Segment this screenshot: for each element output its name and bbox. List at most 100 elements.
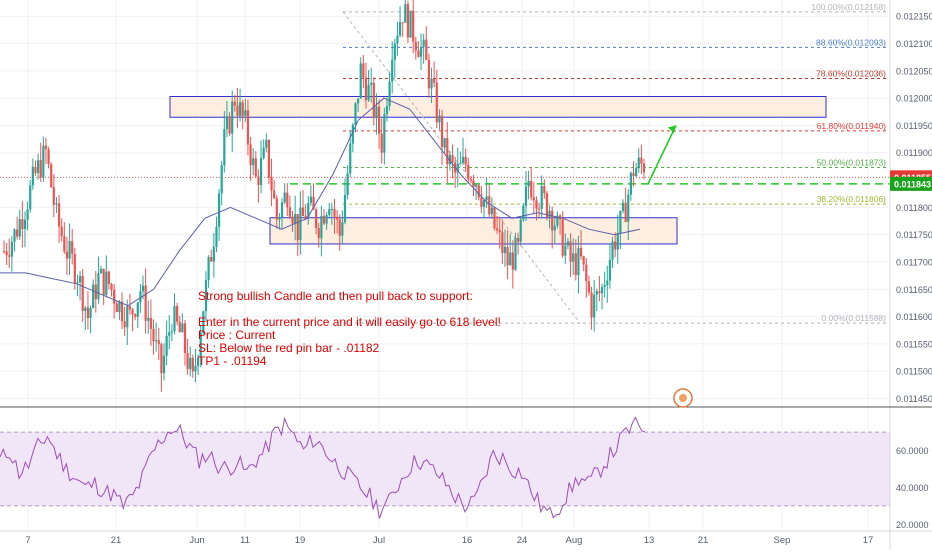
candle-body — [448, 155, 452, 165]
annotation-line: Enter in the current price and it will e… — [198, 315, 501, 329]
annotation-line: TP1 - .01194 — [198, 354, 267, 368]
zones-layer — [169, 95, 827, 245]
candle-body — [317, 228, 320, 239]
osc-y-tick-label: 40.0000 — [896, 483, 929, 493]
candle-body — [52, 187, 55, 205]
candle-body — [283, 192, 286, 203]
x-tick-label: 7 — [25, 535, 30, 546]
resistance-zone — [169, 95, 827, 118]
candle-body — [553, 225, 556, 231]
candle-body — [406, 4, 410, 38]
candle-body — [65, 251, 69, 259]
candle-body — [160, 344, 163, 374]
y-tick-label: 0.012050 — [896, 66, 932, 76]
y-tick-label: 0.011550 — [896, 339, 932, 349]
candle-body — [577, 247, 580, 276]
candle-body — [459, 163, 462, 165]
candle-body — [511, 252, 514, 270]
candle-body — [383, 114, 386, 153]
candle-body — [346, 173, 349, 196]
candle-body — [506, 246, 509, 266]
candle-body — [134, 314, 137, 317]
candle-body — [480, 197, 483, 207]
candle-body — [333, 208, 336, 217]
candle-body — [23, 219, 27, 229]
candle-body — [26, 209, 29, 220]
candle-body — [39, 160, 42, 178]
candle-body — [354, 103, 357, 125]
candle-body — [595, 291, 598, 295]
candle-body — [299, 207, 302, 241]
candle-body — [262, 147, 265, 159]
candle-body — [44, 145, 48, 150]
candle-body — [136, 302, 139, 317]
candle-body — [606, 280, 609, 286]
x-tick-label: 19 — [295, 535, 306, 546]
candle-body — [430, 78, 433, 89]
candle-body — [217, 193, 221, 227]
candle-body — [548, 210, 551, 217]
candle-body — [105, 271, 108, 295]
candle-body — [328, 209, 331, 215]
candle-body — [338, 219, 341, 236]
candle-body — [312, 196, 315, 210]
x-tick-label: Jun — [189, 535, 204, 546]
candle-body — [280, 202, 284, 218]
candle-body — [619, 210, 622, 233]
candle-body — [391, 59, 394, 82]
candle-body — [585, 264, 588, 282]
candle-body — [380, 133, 383, 153]
annotation-line: SL: Below the red pin bar - .01182 — [198, 341, 380, 355]
candle-body — [165, 335, 168, 356]
candle-body — [472, 180, 475, 187]
candle-body — [427, 59, 431, 89]
x-tick-label: 16 — [462, 535, 473, 546]
candle-body — [270, 177, 273, 191]
candle-body — [572, 253, 575, 262]
candle-body — [627, 194, 630, 222]
candle-body — [71, 241, 74, 254]
candle-body — [76, 282, 79, 284]
candle-body — [372, 82, 375, 118]
candle-body — [629, 173, 632, 195]
candle-body — [417, 50, 420, 57]
candle-body — [223, 129, 226, 166]
candle-body — [351, 124, 354, 144]
candle-body — [556, 215, 559, 226]
candle-body — [149, 318, 152, 329]
candle-body — [367, 84, 370, 101]
candle-body — [349, 143, 352, 174]
candle-body — [587, 281, 591, 293]
candle-body — [362, 63, 365, 78]
candle-body — [73, 253, 76, 284]
x-tick-label: 13 — [644, 535, 655, 546]
candle-body — [493, 207, 496, 229]
candle-body — [509, 252, 512, 266]
candle-body — [5, 251, 8, 256]
candle-body — [364, 77, 368, 101]
candle-body — [57, 203, 61, 227]
candle-body — [13, 229, 16, 242]
candle-body — [637, 157, 640, 169]
candle-body — [278, 217, 281, 220]
candle-body — [309, 196, 312, 204]
candle-body — [155, 339, 158, 342]
candle-body — [564, 245, 567, 256]
candle-body — [579, 247, 583, 257]
candle-body — [152, 328, 155, 342]
candle-body — [97, 273, 100, 300]
y-tick-label: 0.011600 — [896, 312, 932, 322]
candle-body — [603, 285, 606, 288]
candle-body — [530, 180, 533, 198]
candle-body — [535, 200, 538, 209]
candle-body — [244, 110, 247, 116]
candle-body — [34, 166, 37, 174]
candle-body — [551, 210, 554, 231]
candle-body — [21, 219, 24, 229]
x-tick-label: 11 — [240, 535, 250, 546]
candle-body — [212, 246, 215, 262]
candle-body — [412, 10, 415, 42]
candle-body — [642, 163, 646, 173]
